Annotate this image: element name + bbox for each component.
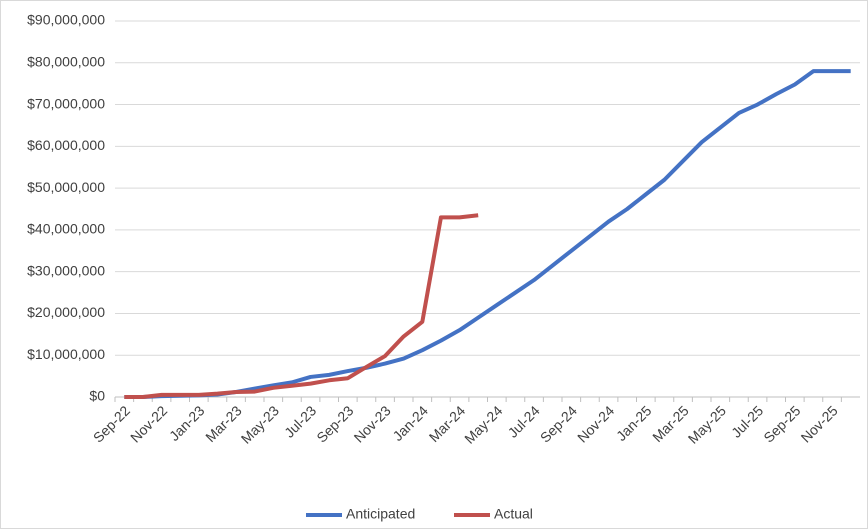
y-tick-label: $0 xyxy=(89,388,105,404)
y-tick-label: $80,000,000 xyxy=(27,53,105,69)
series-line xyxy=(124,213,479,399)
y-tick-label: $70,000,000 xyxy=(27,95,105,111)
y-tick-label: $90,000,000 xyxy=(27,12,105,28)
y-tick-label: $20,000,000 xyxy=(27,304,105,320)
y-tick-label: $40,000,000 xyxy=(27,221,105,237)
legend-label: Actual xyxy=(494,506,533,522)
y-tick-label: $60,000,000 xyxy=(27,137,105,153)
legend-label: Anticipated xyxy=(346,506,415,522)
y-tick-label: $10,000,000 xyxy=(27,346,105,362)
y-tick-label: $30,000,000 xyxy=(27,262,105,278)
y-tick-label: $50,000,000 xyxy=(27,179,105,195)
